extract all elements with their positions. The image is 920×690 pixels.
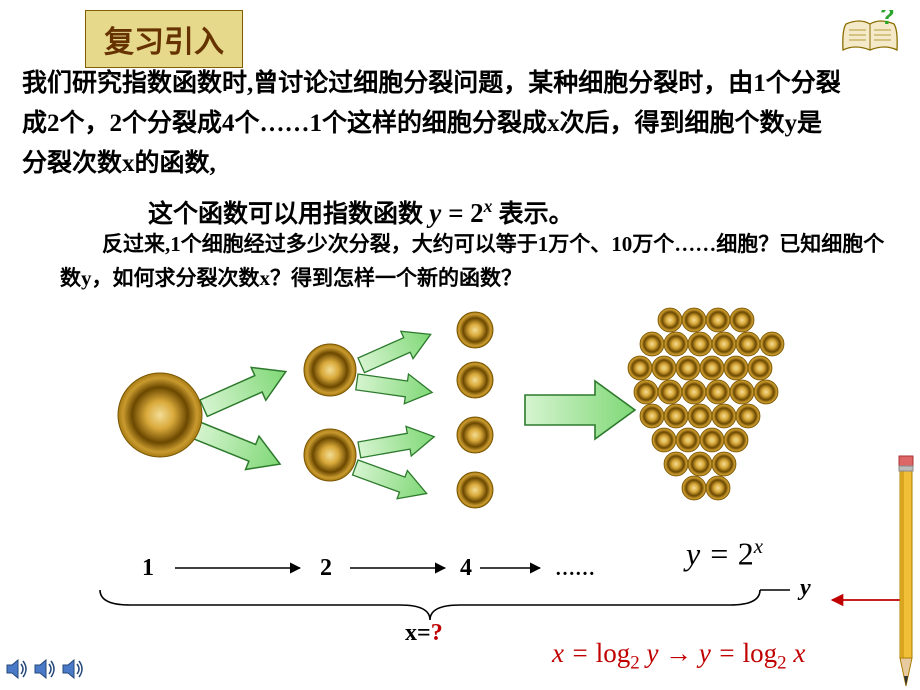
y-label: y	[800, 575, 811, 602]
speaker-icon[interactable]	[60, 656, 86, 682]
speaker-icon[interactable]	[32, 656, 58, 682]
speaker-icon[interactable]	[4, 656, 30, 682]
pencil-icon	[892, 448, 920, 690]
x-equals-label: x=?	[405, 620, 443, 647]
formula-log: x = log2 y → y = log2 x	[552, 638, 805, 674]
formula-y-2x: y = 2x	[686, 535, 763, 573]
count-arrows	[0, 0, 920, 690]
curly-brace	[100, 590, 760, 620]
audio-icons[interactable]	[4, 656, 86, 682]
